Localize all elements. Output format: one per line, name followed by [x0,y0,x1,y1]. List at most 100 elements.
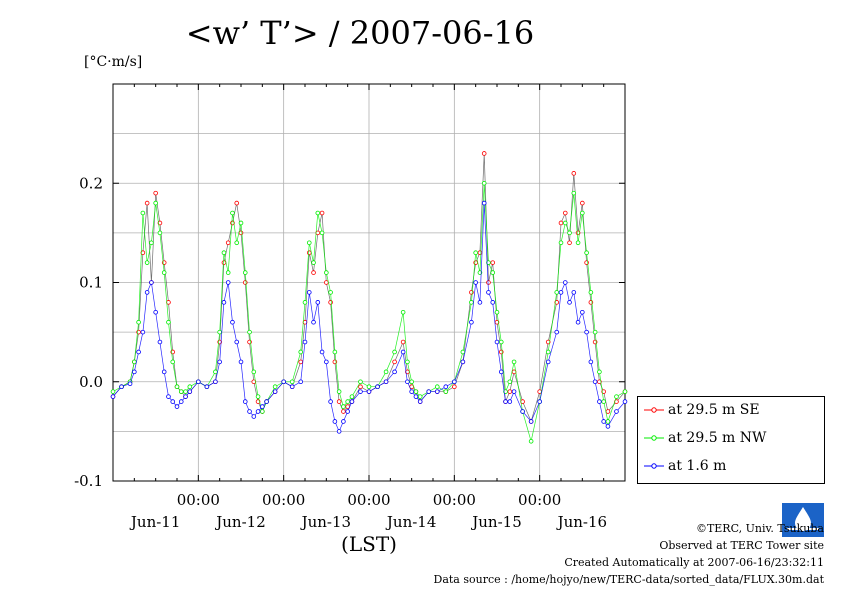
data-point-series-2 [324,359,329,365]
data-point-series-2 [136,349,141,355]
data-point-series-0 [486,280,491,285]
data-point-series-0 [324,280,329,285]
data-point-series-2 [486,290,491,295]
data-point-series-1 [392,349,397,355]
data-point-series-0 [490,260,496,265]
data-point-series-1 [242,270,248,275]
data-point-series-0 [140,250,146,256]
data-point-series-2 [341,419,346,424]
data-point-series-2 [260,404,265,409]
x-day-label: Jun-12 [214,513,266,531]
data-point-series-2 [315,300,321,305]
data-point-series-1 [153,200,158,206]
data-point-series-2 [336,429,342,434]
data-point-series-1 [494,309,500,315]
data-point-series-1 [178,389,184,394]
data-point-series-2 [588,359,594,365]
data-point-series-1 [417,394,423,399]
data-point-series-1 [311,260,316,265]
x-tick-time-label: 00:00 [347,491,390,509]
y-axis-unit-label: [°C·m/s] [84,54,143,70]
data-point-series-2 [545,359,551,365]
data-point-series-1 [622,389,628,394]
observed-text: Observed at TERC Tower site [659,539,824,552]
data-point-series-1 [592,329,598,335]
data-point-series-1 [400,309,406,315]
data-point-series-2 [319,349,325,355]
y-tick-label: 0.0 [79,373,103,391]
data-point-series-1 [221,250,227,256]
data-point-series-1 [328,290,333,295]
data-point-series-2 [520,409,525,414]
data-point-series-1 [170,359,176,365]
data-point-series-1 [319,230,325,236]
data-point-series-1 [140,210,146,216]
data-point-series-2 [187,389,193,394]
data-point-series-1 [183,389,188,394]
data-point-series-0 [153,190,158,196]
data-point-series-2 [366,389,372,394]
data-point-series-1 [507,379,513,385]
data-point-series-1 [383,369,389,375]
data-point-series-2 [392,369,397,375]
copyright-text: ©TERC, Univ. Tsukuba [695,522,824,535]
data-point-series-0 [144,200,150,206]
data-point-series-2 [443,384,449,390]
data-point-series-1 [289,379,295,385]
data-point-series-1 [614,394,619,399]
data-point-series-2 [417,399,423,404]
data-point-series-0 [319,210,325,216]
data-point-series-1 [302,300,308,305]
data-point-series-2 [255,409,261,414]
data-point-series-1 [110,389,116,394]
data-point-series-2 [345,409,350,414]
data-point-series-1 [601,399,606,404]
data-point-series-1 [580,210,585,216]
data-point-series-0 [469,290,474,295]
data-point-series-2 [144,290,150,295]
data-point-series-2 [481,200,487,206]
data-point-series-2 [494,339,500,345]
data-point-series-2 [127,381,133,387]
data-point-series-2 [490,300,496,305]
data-point-series-2 [110,394,116,399]
data-point-series-2 [405,379,410,385]
data-point-series-1 [511,359,517,365]
data-point-series-2 [400,349,406,355]
data-point-series-2 [157,339,163,345]
data-point-series-1 [349,394,355,399]
data-point-series-2 [601,419,606,424]
data-point-series-2 [251,414,257,419]
x-tick-time-label: 00:00 [518,491,561,509]
data-point-series-2 [161,369,167,375]
x-tick-time-label: 00:00 [433,491,476,509]
legend-label-1.6m: at 1.6 m [668,458,727,474]
data-point-series-1 [238,220,244,226]
data-point-series-2 [571,290,577,295]
data-point-series-2 [332,419,338,424]
data-point-series-0 [234,200,240,206]
data-point-series-2 [554,329,560,335]
data-point-series-1 [528,438,534,444]
data-point-series-2 [477,300,483,305]
data-point-series-0 [400,339,406,345]
data-point-series-2 [247,409,252,414]
data-point-series-1 [460,349,466,355]
y-tick-label: 0.2 [79,174,103,192]
data-point-series-1 [597,369,602,375]
y-tick-label: -0.1 [74,472,103,490]
data-point-series-0 [554,300,560,305]
data-point-series-1 [341,404,346,409]
data-point-series-1 [132,359,137,365]
data-point-series-1 [588,290,594,295]
data-point-series-2 [149,280,154,285]
data-point-series-0 [311,270,316,275]
data-point-series-2 [306,290,312,295]
data-point-series-0 [473,260,478,265]
data-point-series-1 [558,240,564,246]
data-point-series-2 [183,394,188,399]
data-point-series-2 [289,384,295,390]
data-point-series-2 [503,399,508,404]
data-point-series-1 [149,240,154,246]
data-point-series-0 [558,220,564,226]
